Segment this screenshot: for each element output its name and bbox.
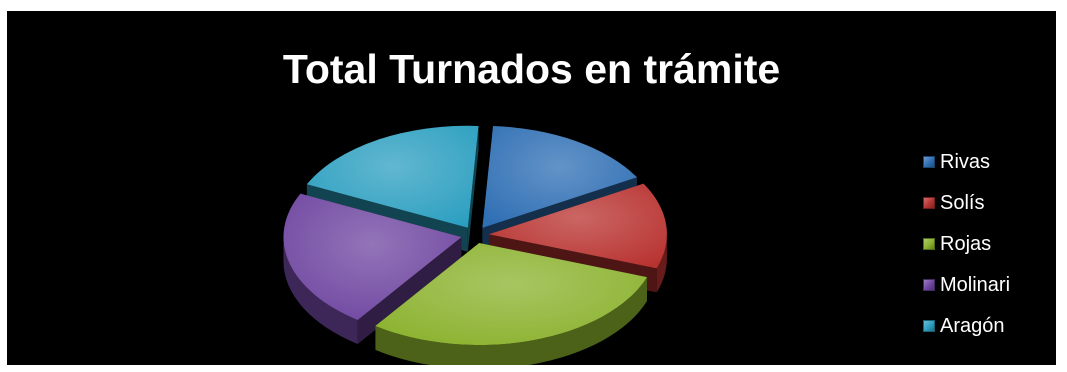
legend-swatch <box>923 319 935 332</box>
legend: Rivas Solís Rojas Molinari Aragón <box>923 141 1053 346</box>
legend-item: Aragón <box>923 305 1053 346</box>
legend-item: Rojas <box>923 223 1053 264</box>
chart-area: Total Turnados en trámite Rivas Solís Ro… <box>7 11 1056 365</box>
chart-title: Total Turnados en trámite <box>282 46 781 92</box>
legend-swatch <box>923 237 935 250</box>
legend-label: Solís <box>940 191 985 214</box>
legend-label: Aragón <box>940 314 1005 337</box>
legend-swatch <box>923 278 935 291</box>
pie-chart <box>283 125 667 365</box>
legend-label: Rojas <box>940 232 992 255</box>
legend-swatch <box>923 196 935 209</box>
pie-slice-rojas <box>375 243 647 365</box>
legend-label: Molinari <box>940 273 1011 296</box>
legend-item: Rivas <box>923 141 1053 182</box>
pie-slice-molinari <box>283 193 462 344</box>
legend-swatch <box>923 155 935 168</box>
legend-label: Rivas <box>940 150 991 173</box>
legend-item: Molinari <box>923 264 1053 305</box>
legend-item: Solís <box>923 182 1053 223</box>
